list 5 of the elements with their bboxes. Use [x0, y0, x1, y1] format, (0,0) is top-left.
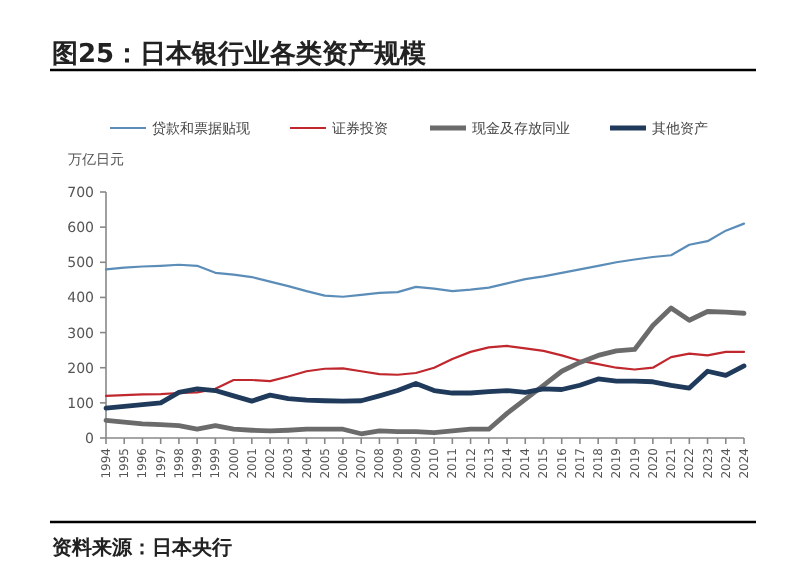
line-series [104, 222, 746, 298]
line-series [104, 344, 746, 397]
line-series [103, 363, 747, 411]
chart-title: 图25：日本银行业各类资产规模 [52, 38, 427, 70]
text: 资料来源：日本央行 [52, 536, 232, 560]
